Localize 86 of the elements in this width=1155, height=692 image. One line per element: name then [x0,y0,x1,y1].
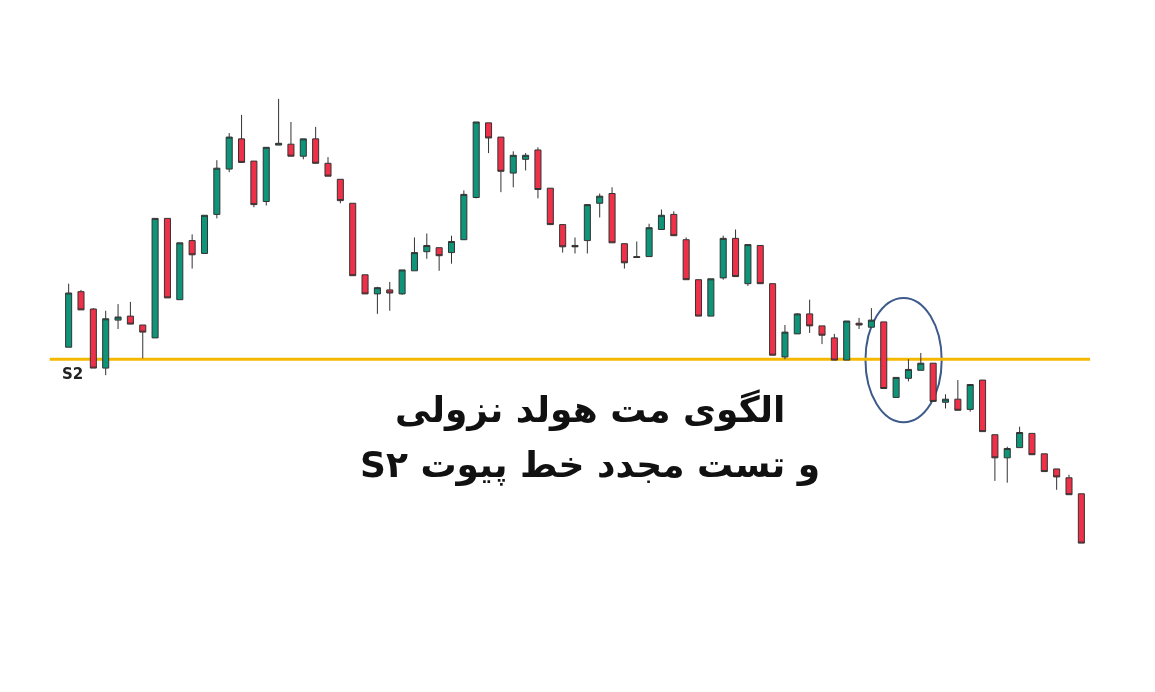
annotation: و تست مجدد خط پیوت S۲ [360,444,821,486]
candlestick [880,321,888,390]
candlestick [176,242,184,301]
candlestick [1040,453,1048,473]
candlestick [534,146,542,199]
candlestick [324,156,332,177]
candlestick [163,217,171,299]
candlestick [114,303,122,330]
candlestick [892,376,900,398]
annotation: الگوی مت هولد نزولی [395,389,786,431]
candlestick [694,279,703,317]
candlestick [818,325,826,345]
candlestick [336,178,344,204]
candlestick [546,187,554,226]
candlestick [904,358,912,382]
candlestick [991,434,999,482]
candlestick [657,209,665,230]
candlestick [398,269,406,296]
candlestick [77,289,85,311]
candlestick [917,352,925,371]
candlestick [929,362,937,402]
candlestick [188,233,196,270]
candlestick [275,98,283,146]
candlestick [213,159,221,219]
candlestick [670,210,678,237]
candlestick [1065,474,1073,496]
candlestick [1077,493,1085,544]
candlestick [460,189,468,241]
candlestick [781,324,789,360]
candlestick [682,236,690,281]
candlestick [608,186,616,244]
candlestick [200,214,209,254]
candlestick [719,235,727,281]
candlestick [423,232,431,260]
candlestick [979,379,987,433]
candlestick [843,320,851,361]
candlestick [1053,468,1061,491]
candlestick [954,379,962,411]
candlestick [238,114,246,163]
candlestick [732,228,740,278]
candlestick [497,136,505,193]
candlestick [855,317,863,330]
candlestick [139,324,147,359]
candlestick [1028,432,1036,456]
candlestick [707,278,715,317]
candlestick [361,274,369,295]
candlestick [1016,426,1024,449]
candlestick [645,223,653,258]
candlestick [1003,446,1011,484]
candlestick [806,299,814,334]
ref-line-label: S2 [62,365,84,383]
candlestick [126,301,134,325]
candlestick [386,281,394,312]
candlestick [867,307,875,328]
candlestick [472,121,480,199]
candlestick [447,235,456,265]
candlestick [509,150,517,188]
candlestick [312,126,320,164]
candlestick [830,333,838,361]
candlestick [299,138,307,160]
candlestick [633,240,641,258]
candlestick [583,204,591,254]
candlestick [571,236,579,254]
candlestick [769,283,777,356]
candlestick [435,247,443,272]
candlestick [250,160,258,208]
candlestick [65,283,73,348]
candlestick [620,243,628,270]
candlestick [287,121,295,157]
candlestick [793,312,801,335]
candlestick [89,307,97,369]
candlestick [941,393,950,410]
candlestick [373,286,381,315]
candlestick [596,193,604,218]
candlestick [522,152,530,171]
candlestick [349,202,357,277]
candlestick [262,146,270,206]
candlestick [966,384,974,413]
candlestick [102,310,110,376]
candlestick [744,244,752,287]
candlestick [225,132,233,173]
candlestick [151,217,159,339]
candlestick [410,236,418,272]
candlestick [559,224,567,254]
candlestick [756,244,764,285]
candlestick [485,122,493,154]
